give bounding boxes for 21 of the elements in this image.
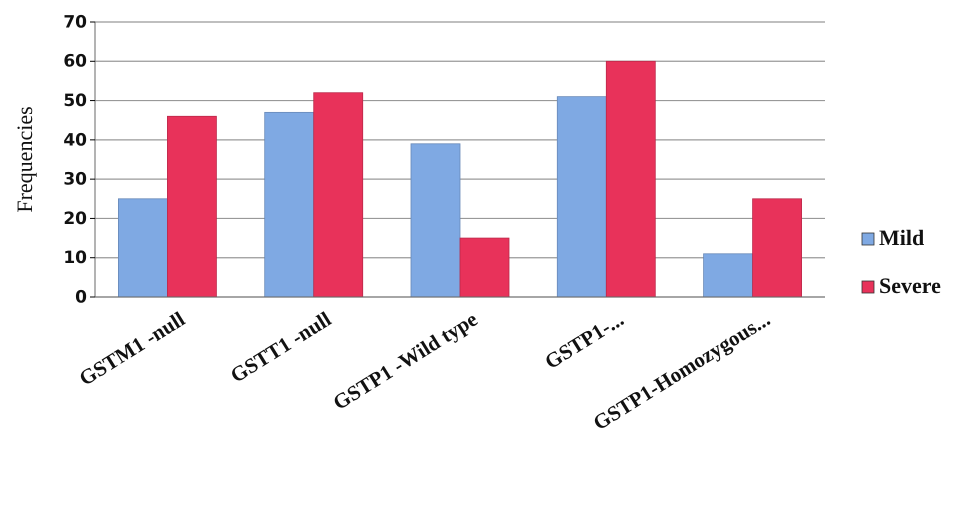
bar bbox=[460, 238, 510, 298]
bar bbox=[167, 116, 217, 298]
bar bbox=[264, 112, 314, 298]
y-tick-label: 50 bbox=[63, 91, 88, 112]
bar bbox=[410, 143, 460, 298]
bar bbox=[752, 198, 802, 298]
legend-label: Mild bbox=[879, 225, 924, 250]
y-tick-label: 20 bbox=[63, 208, 88, 229]
y-tick-label: 60 bbox=[63, 52, 88, 72]
bar bbox=[313, 92, 364, 298]
y-tick-label: 30 bbox=[63, 170, 88, 190]
legend-label: Severe bbox=[879, 273, 942, 298]
y-axis-title: Frequencies bbox=[12, 106, 37, 213]
bar bbox=[556, 96, 607, 298]
bar bbox=[606, 60, 656, 298]
bar bbox=[703, 253, 753, 298]
y-tick-label: 40 bbox=[63, 130, 88, 150]
y-tick-label: 0 bbox=[75, 287, 88, 308]
y-tick-label: 70 bbox=[63, 12, 88, 32]
bar bbox=[118, 198, 168, 298]
y-tick-label: 10 bbox=[63, 248, 88, 268]
